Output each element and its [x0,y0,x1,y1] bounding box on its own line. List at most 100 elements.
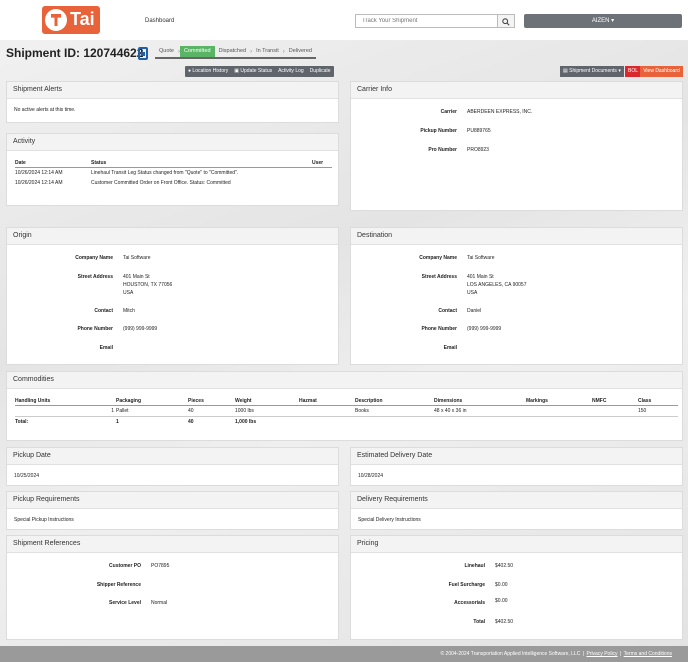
stage-quote: Quote [159,48,174,54]
pickup-number-value: PU889765 [467,128,491,134]
column-header: Date [15,159,91,168]
customer-po-value: PO7895 [151,563,170,569]
shipment-progress-tracker: Quote › Committed Dispatched › In Transi… [155,46,316,59]
panel-title: Delivery Requirements [351,492,682,509]
table-row: 10/26/2024 12:14 AM Linehaul Transit Leg… [15,168,332,179]
panel-title: Carrier Info [351,82,682,99]
contact-label: Contact [94,308,113,314]
table-cell: Pallet [116,408,129,414]
stage-in-transit: In Transit [256,48,279,54]
bol-button[interactable]: BOL [625,66,642,77]
terms-link[interactable]: Terms and Conditions [623,651,672,657]
street-line-3: USA [467,290,478,296]
street-line-2: LOS ANGELES, CA 90057 [467,282,527,288]
alerts-text: No active alerts at this time. [14,107,76,113]
column-header: Description [355,397,434,406]
panel-title: Pricing [351,536,682,553]
track-shipment-search[interactable] [355,14,498,28]
table-cell: 150 [638,408,647,414]
panel-title: Shipment Alerts [7,82,338,99]
street-line-1: 401 Main St [467,274,494,280]
table-row: 10/26/2024 12:14 AM Customer Committed O… [15,178,332,188]
carrier-value: ABERDEEN EXPRESS, INC. [467,109,533,115]
delivery-requirements-panel: Delivery Requirements Special Delivery I… [350,491,683,530]
street-address-label: Street Address [77,274,113,280]
panel-title: Pickup Requirements [7,492,338,509]
email-label: Email [443,345,457,351]
phone-label: Phone Number [77,326,113,332]
pro-number-label: Pro Number [428,147,457,153]
search-button[interactable] [497,14,515,28]
page-footer: © 2004-2024 Transportation Applied Intel… [0,646,688,662]
table-cell: 10/26/2024 12:14 AM [15,180,63,186]
privacy-policy-link[interactable]: Privacy Policy [586,651,618,657]
update-status-label: Update Status [240,68,273,74]
user-menu-button[interactable]: AIZEN ▾ [524,14,682,28]
carrier-label: Carrier [440,109,457,115]
linehaul-label: Linehaul [464,563,485,569]
table-row: 1 Pallet 40 1000 lbs Books 48 x 40 x 36 … [15,406,678,417]
company-name-label: Company Name [75,255,113,261]
duplicate-button[interactable]: Duplicate [309,68,331,74]
table-cell: 1000 lbs [235,408,254,414]
commodities-table: Handling Units Packaging Pieces Weight H… [15,397,678,427]
table-cell: Customer Committed Order on Front Office… [91,180,231,186]
table-header-row: Handling Units Packaging Pieces Weight H… [15,397,678,406]
chevron-right-icon: › [250,48,253,55]
table-cell [312,178,332,188]
pickup-number-label: Pickup Number [420,128,457,134]
street-address-label: Street Address [421,274,457,280]
table-cell: Linehaul Transit Leg Status changed from… [91,170,239,176]
fuel-surcharge-value: $0.00 [495,582,508,588]
pricing-panel: Pricing Linehaul $402.50 Fuel Surcharge … [350,535,683,640]
pickup-date-value: 10/25/2024 [14,473,40,479]
copyright-text: © 2004-2024 Transportation Applied Intel… [440,651,581,657]
table-cell: 1 [111,408,114,414]
nav-dashboard-link[interactable]: Dashboard [145,18,175,24]
table-cell [299,406,355,417]
column-header: NMFC [592,397,638,406]
street-line-1: 401 Main St [123,274,150,280]
total-weight: 1,000 lbs [235,419,257,425]
contact-value: Daniel [467,308,482,314]
contact-value: Mitch [123,308,135,314]
column-header: Hazmat [299,397,355,406]
shipment-alerts-panel: Shipment Alerts No active alerts at this… [6,81,339,123]
activity-log-button[interactable]: Activity Log [278,68,304,74]
delivery-date-panel: Estimated Delivery Date 10/28/2024 [350,447,683,486]
service-level-label: Service Level [109,600,141,606]
total-value: $402.50 [495,619,514,625]
search-input[interactable] [356,15,498,27]
column-header: Class [638,397,678,406]
phone-value: (999) 999-9999 [467,326,502,332]
pickup-requirements-value: Special Pickup Instructions [14,517,74,523]
shipment-documents-button[interactable]: ▤ Shipment Documents ▾ [560,66,624,77]
stage-committed: Committed [179,46,215,57]
shipper-reference-label: Shipper Reference [96,582,141,588]
location-history-button[interactable]: ● Location History [188,68,229,74]
shipment-action-buttons: ● Location History ▣ Update Status Activ… [185,66,334,77]
shipment-references-panel: Shipment References Customer PO PO7895 S… [6,535,339,640]
update-status-button[interactable]: ▣ Update Status [234,68,273,74]
tai-logo[interactable]: Tai [42,6,100,34]
column-header: Weight [235,397,299,406]
table-cell [592,406,638,417]
stage-delivered: Delivered [288,48,312,54]
table-cell: Books [355,408,369,414]
column-header: Status [91,159,312,168]
panel-title: Origin [7,228,338,245]
logo-mark-icon [45,9,67,31]
delivery-requirements-value: Special Delivery Instructions [358,517,421,523]
phone-label: Phone Number [421,326,457,332]
location-history-label: Location History [192,68,229,74]
company-name-value: Tai Software [123,255,151,261]
view-dashboard-button[interactable]: View Dashboard [640,66,683,77]
table-cell [299,417,678,428]
fuel-surcharge-label: Fuel Surcharge [448,582,485,588]
clipboard-icon[interactable] [138,47,148,60]
table-cell: 10/26/2024 12:14 AM [15,170,63,176]
phone-value: (999) 999-9999 [123,326,158,332]
destination-panel: Destination Company Name Tai Software St… [350,227,683,365]
shipment-id-title: Shipment ID: 120744622 [6,46,144,60]
customer-po-label: Customer PO [109,563,141,569]
